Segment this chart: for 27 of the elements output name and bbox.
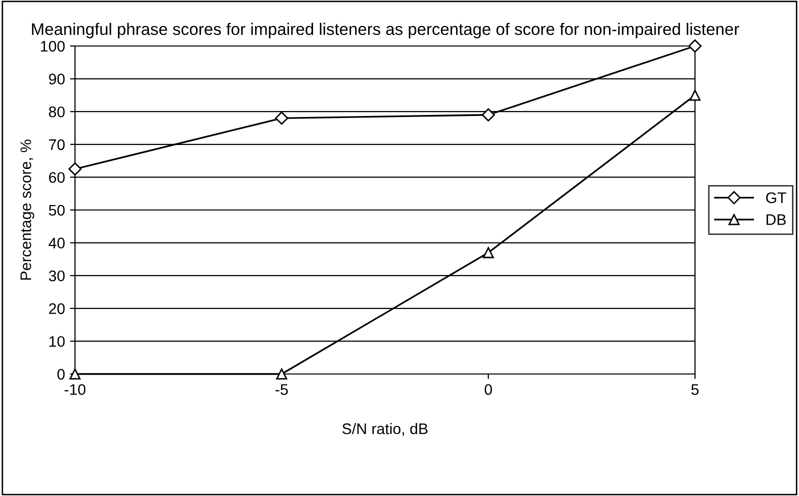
y-tick-label: 60 xyxy=(49,172,65,183)
point xyxy=(482,247,494,258)
chart-title: Meaningful phrase scores for impaired listeners as percentage of score for non-impaired listener xyxy=(32,22,740,38)
point xyxy=(276,368,288,380)
y-tick-label: 20 xyxy=(49,303,65,314)
y-tick-label: 80 xyxy=(48,106,65,118)
point xyxy=(68,162,82,176)
x-tick-label: 5 xyxy=(691,384,699,395)
point xyxy=(275,112,288,125)
legend-label: GT xyxy=(766,192,786,204)
y-axis-title: Percentage score, % xyxy=(20,140,34,280)
y-tick-label: 30 xyxy=(48,270,65,282)
x-tick-label: -5 xyxy=(276,384,288,395)
legend-label: DB xyxy=(766,214,786,225)
y-tick-label: 50 xyxy=(48,204,65,216)
y-tick-label: 10 xyxy=(49,336,65,347)
y-tick-label: 40 xyxy=(48,238,65,248)
y-tick-label: 100 xyxy=(40,40,65,52)
x-tick-label: 0 xyxy=(484,384,492,395)
x-axis-title: S/N ratio, dB xyxy=(342,422,428,436)
y-tick-label: 70 xyxy=(49,139,65,150)
point xyxy=(688,39,702,53)
point xyxy=(482,108,495,122)
point xyxy=(689,90,701,101)
x-tick-label: -10 xyxy=(64,384,86,395)
y-tick-label: 90 xyxy=(49,74,65,84)
y-tick-label: 0 xyxy=(57,368,65,380)
